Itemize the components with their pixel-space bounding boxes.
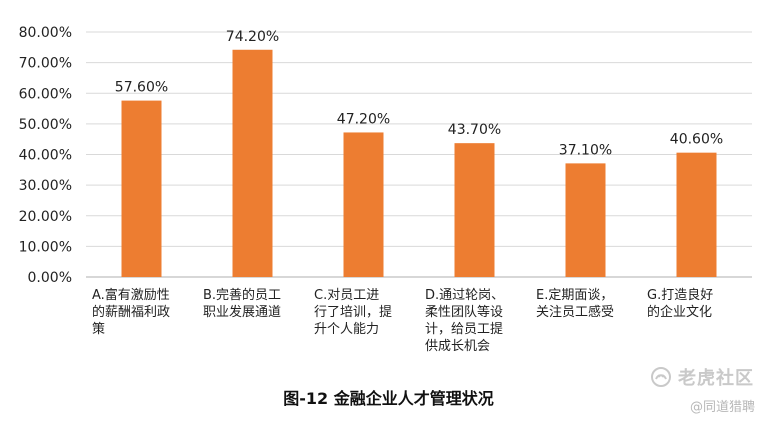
data-label: 37.10%	[559, 142, 612, 158]
x-tick-label: 职业发展通道	[203, 304, 281, 320]
y-tick-label: 30.00%	[19, 178, 72, 194]
bars	[121, 49, 717, 278]
bar	[232, 49, 273, 278]
x-tick-label: 的企业文化	[647, 304, 712, 320]
x-tick-label: 关注员工感受	[536, 304, 614, 320]
bar	[121, 100, 162, 277]
data-label: 74.20%	[226, 29, 279, 45]
x-tick-label: 柔性团队等设	[425, 304, 503, 320]
y-tick-label: 70.00%	[19, 56, 72, 72]
x-tick-label: B.完善的员工	[203, 287, 281, 303]
x-tick-label: D.通过轮岗、	[425, 288, 504, 303]
y-tick-label: 10.00%	[19, 239, 72, 255]
x-tick-label: A.富有激励性	[92, 287, 170, 303]
x-tick-label: G.打造良好	[647, 287, 713, 303]
x-tick-label: 供成长机会	[425, 339, 490, 354]
watermark-title: 老虎社区	[678, 368, 754, 389]
y-axis-ticks: 0.00% 10.00% 20.00% 30.00% 40.00% 50.00% 60.00…	[19, 25, 72, 286]
x-tick-label: 升个人能力	[314, 322, 379, 337]
y-tick-label: 20.00%	[19, 209, 72, 225]
bar	[454, 143, 495, 277]
data-label: 57.60%	[115, 80, 168, 96]
y-tick-label: 40.00%	[19, 148, 72, 164]
tiger-logo-icon	[651, 367, 671, 387]
data-label: 40.60%	[670, 132, 723, 148]
bar	[343, 132, 384, 277]
x-tick-label: 计，给员工提	[425, 321, 503, 337]
grid-lines	[86, 31, 752, 278]
watermark: 老虎社区 @同道猎聘	[650, 362, 770, 418]
y-tick-label: 60.00%	[19, 86, 72, 102]
bar	[676, 152, 717, 277]
x-tick-label: C.对员工进	[314, 288, 379, 303]
y-tick-label: 80.00%	[19, 25, 72, 41]
data-labels: 57.60% 74.20% 47.20% 43.70% 37.10% 40.60%	[115, 29, 723, 159]
bar	[565, 163, 606, 277]
x-tick-label: 行了培训，提	[314, 304, 392, 320]
data-label: 43.70%	[448, 122, 501, 138]
x-tick-label: 的薪酬福利政	[92, 304, 170, 320]
y-tick-label: 50.00%	[19, 117, 72, 133]
watermark-subtitle: @同道猎聘	[690, 400, 756, 415]
figure-caption: 图-12 金融企业人才管理状况	[283, 389, 494, 408]
x-tick-label: 策	[92, 321, 105, 337]
y-tick-label: 0.00%	[28, 270, 72, 286]
x-tick-label: E.定期面谈，	[536, 288, 613, 303]
data-label: 47.20%	[337, 111, 390, 127]
